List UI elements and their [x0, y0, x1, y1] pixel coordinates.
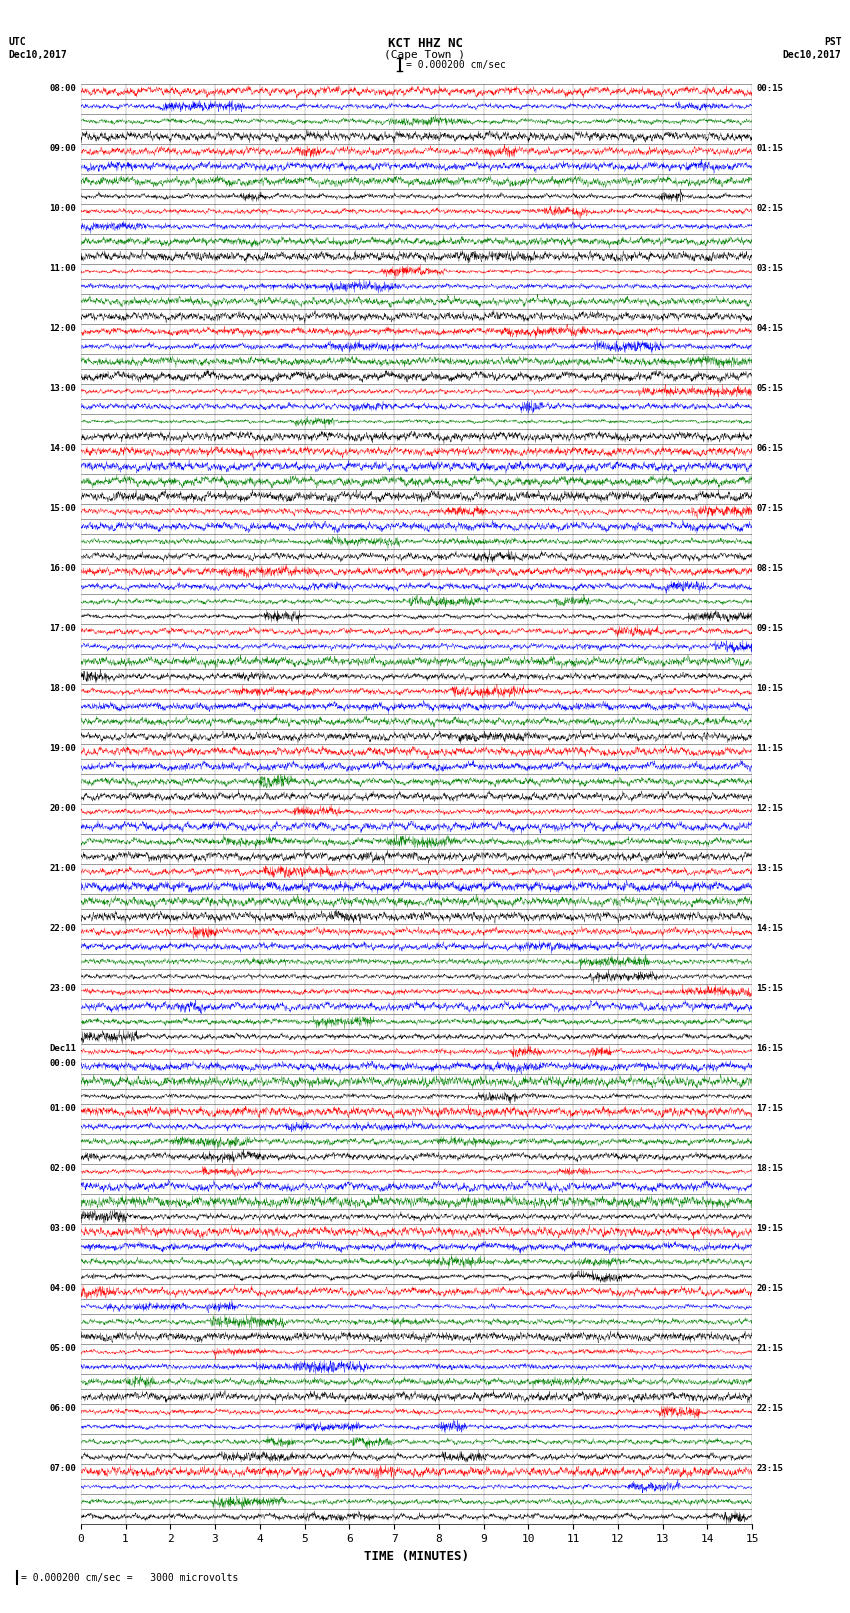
Text: 12:00: 12:00: [49, 324, 76, 332]
Text: 04:15: 04:15: [756, 324, 784, 332]
Text: 10:00: 10:00: [49, 203, 76, 213]
Text: 16:15: 16:15: [756, 1044, 784, 1053]
Text: 08:15: 08:15: [756, 565, 784, 573]
Text: 18:00: 18:00: [49, 684, 76, 694]
Text: 04:00: 04:00: [49, 1284, 76, 1294]
Text: 11:15: 11:15: [756, 744, 784, 753]
X-axis label: TIME (MINUTES): TIME (MINUTES): [364, 1550, 469, 1563]
Text: Dec10,2017: Dec10,2017: [783, 50, 842, 60]
Text: 02:15: 02:15: [756, 203, 784, 213]
Text: 07:00: 07:00: [49, 1465, 76, 1473]
Text: 09:00: 09:00: [49, 144, 76, 153]
Text: (Cape Town ): (Cape Town ): [384, 50, 466, 60]
Text: 08:00: 08:00: [49, 84, 76, 94]
Text: = 0.000200 cm/sec =   3000 microvolts: = 0.000200 cm/sec = 3000 microvolts: [21, 1573, 239, 1582]
Text: 01:00: 01:00: [49, 1105, 76, 1113]
Text: 00:00: 00:00: [49, 1058, 76, 1068]
Text: 20:15: 20:15: [756, 1284, 784, 1294]
Text: 11:00: 11:00: [49, 265, 76, 273]
Text: 07:15: 07:15: [756, 503, 784, 513]
Text: 15:15: 15:15: [756, 984, 784, 994]
Text: 21:00: 21:00: [49, 865, 76, 873]
Text: 06:15: 06:15: [756, 444, 784, 453]
Text: 02:00: 02:00: [49, 1165, 76, 1173]
Text: 09:15: 09:15: [756, 624, 784, 632]
Text: 18:15: 18:15: [756, 1165, 784, 1173]
Text: 20:00: 20:00: [49, 805, 76, 813]
Text: = 0.000200 cm/sec: = 0.000200 cm/sec: [406, 60, 506, 69]
Text: 16:00: 16:00: [49, 565, 76, 573]
Text: 03:15: 03:15: [756, 265, 784, 273]
Text: 23:00: 23:00: [49, 984, 76, 994]
Text: 05:15: 05:15: [756, 384, 784, 394]
Text: 19:00: 19:00: [49, 744, 76, 753]
Text: 22:15: 22:15: [756, 1405, 784, 1413]
Text: 01:15: 01:15: [756, 144, 784, 153]
Text: PST: PST: [824, 37, 842, 47]
Text: 14:15: 14:15: [756, 924, 784, 932]
Text: 15:00: 15:00: [49, 503, 76, 513]
Text: UTC: UTC: [8, 37, 26, 47]
Text: Dec10,2017: Dec10,2017: [8, 50, 67, 60]
Text: 17:00: 17:00: [49, 624, 76, 632]
Text: 06:00: 06:00: [49, 1405, 76, 1413]
Text: 22:00: 22:00: [49, 924, 76, 932]
Text: 23:15: 23:15: [756, 1465, 784, 1473]
Text: 14:00: 14:00: [49, 444, 76, 453]
Text: 12:15: 12:15: [756, 805, 784, 813]
Text: 13:15: 13:15: [756, 865, 784, 873]
Text: 05:00: 05:00: [49, 1344, 76, 1353]
Text: 10:15: 10:15: [756, 684, 784, 694]
Text: Dec11: Dec11: [49, 1044, 76, 1053]
Text: 19:15: 19:15: [756, 1224, 784, 1234]
Text: 17:15: 17:15: [756, 1105, 784, 1113]
Text: 03:00: 03:00: [49, 1224, 76, 1234]
Text: 21:15: 21:15: [756, 1344, 784, 1353]
Text: 00:15: 00:15: [756, 84, 784, 94]
Text: KCT HHZ NC: KCT HHZ NC: [388, 37, 462, 50]
Text: 13:00: 13:00: [49, 384, 76, 394]
